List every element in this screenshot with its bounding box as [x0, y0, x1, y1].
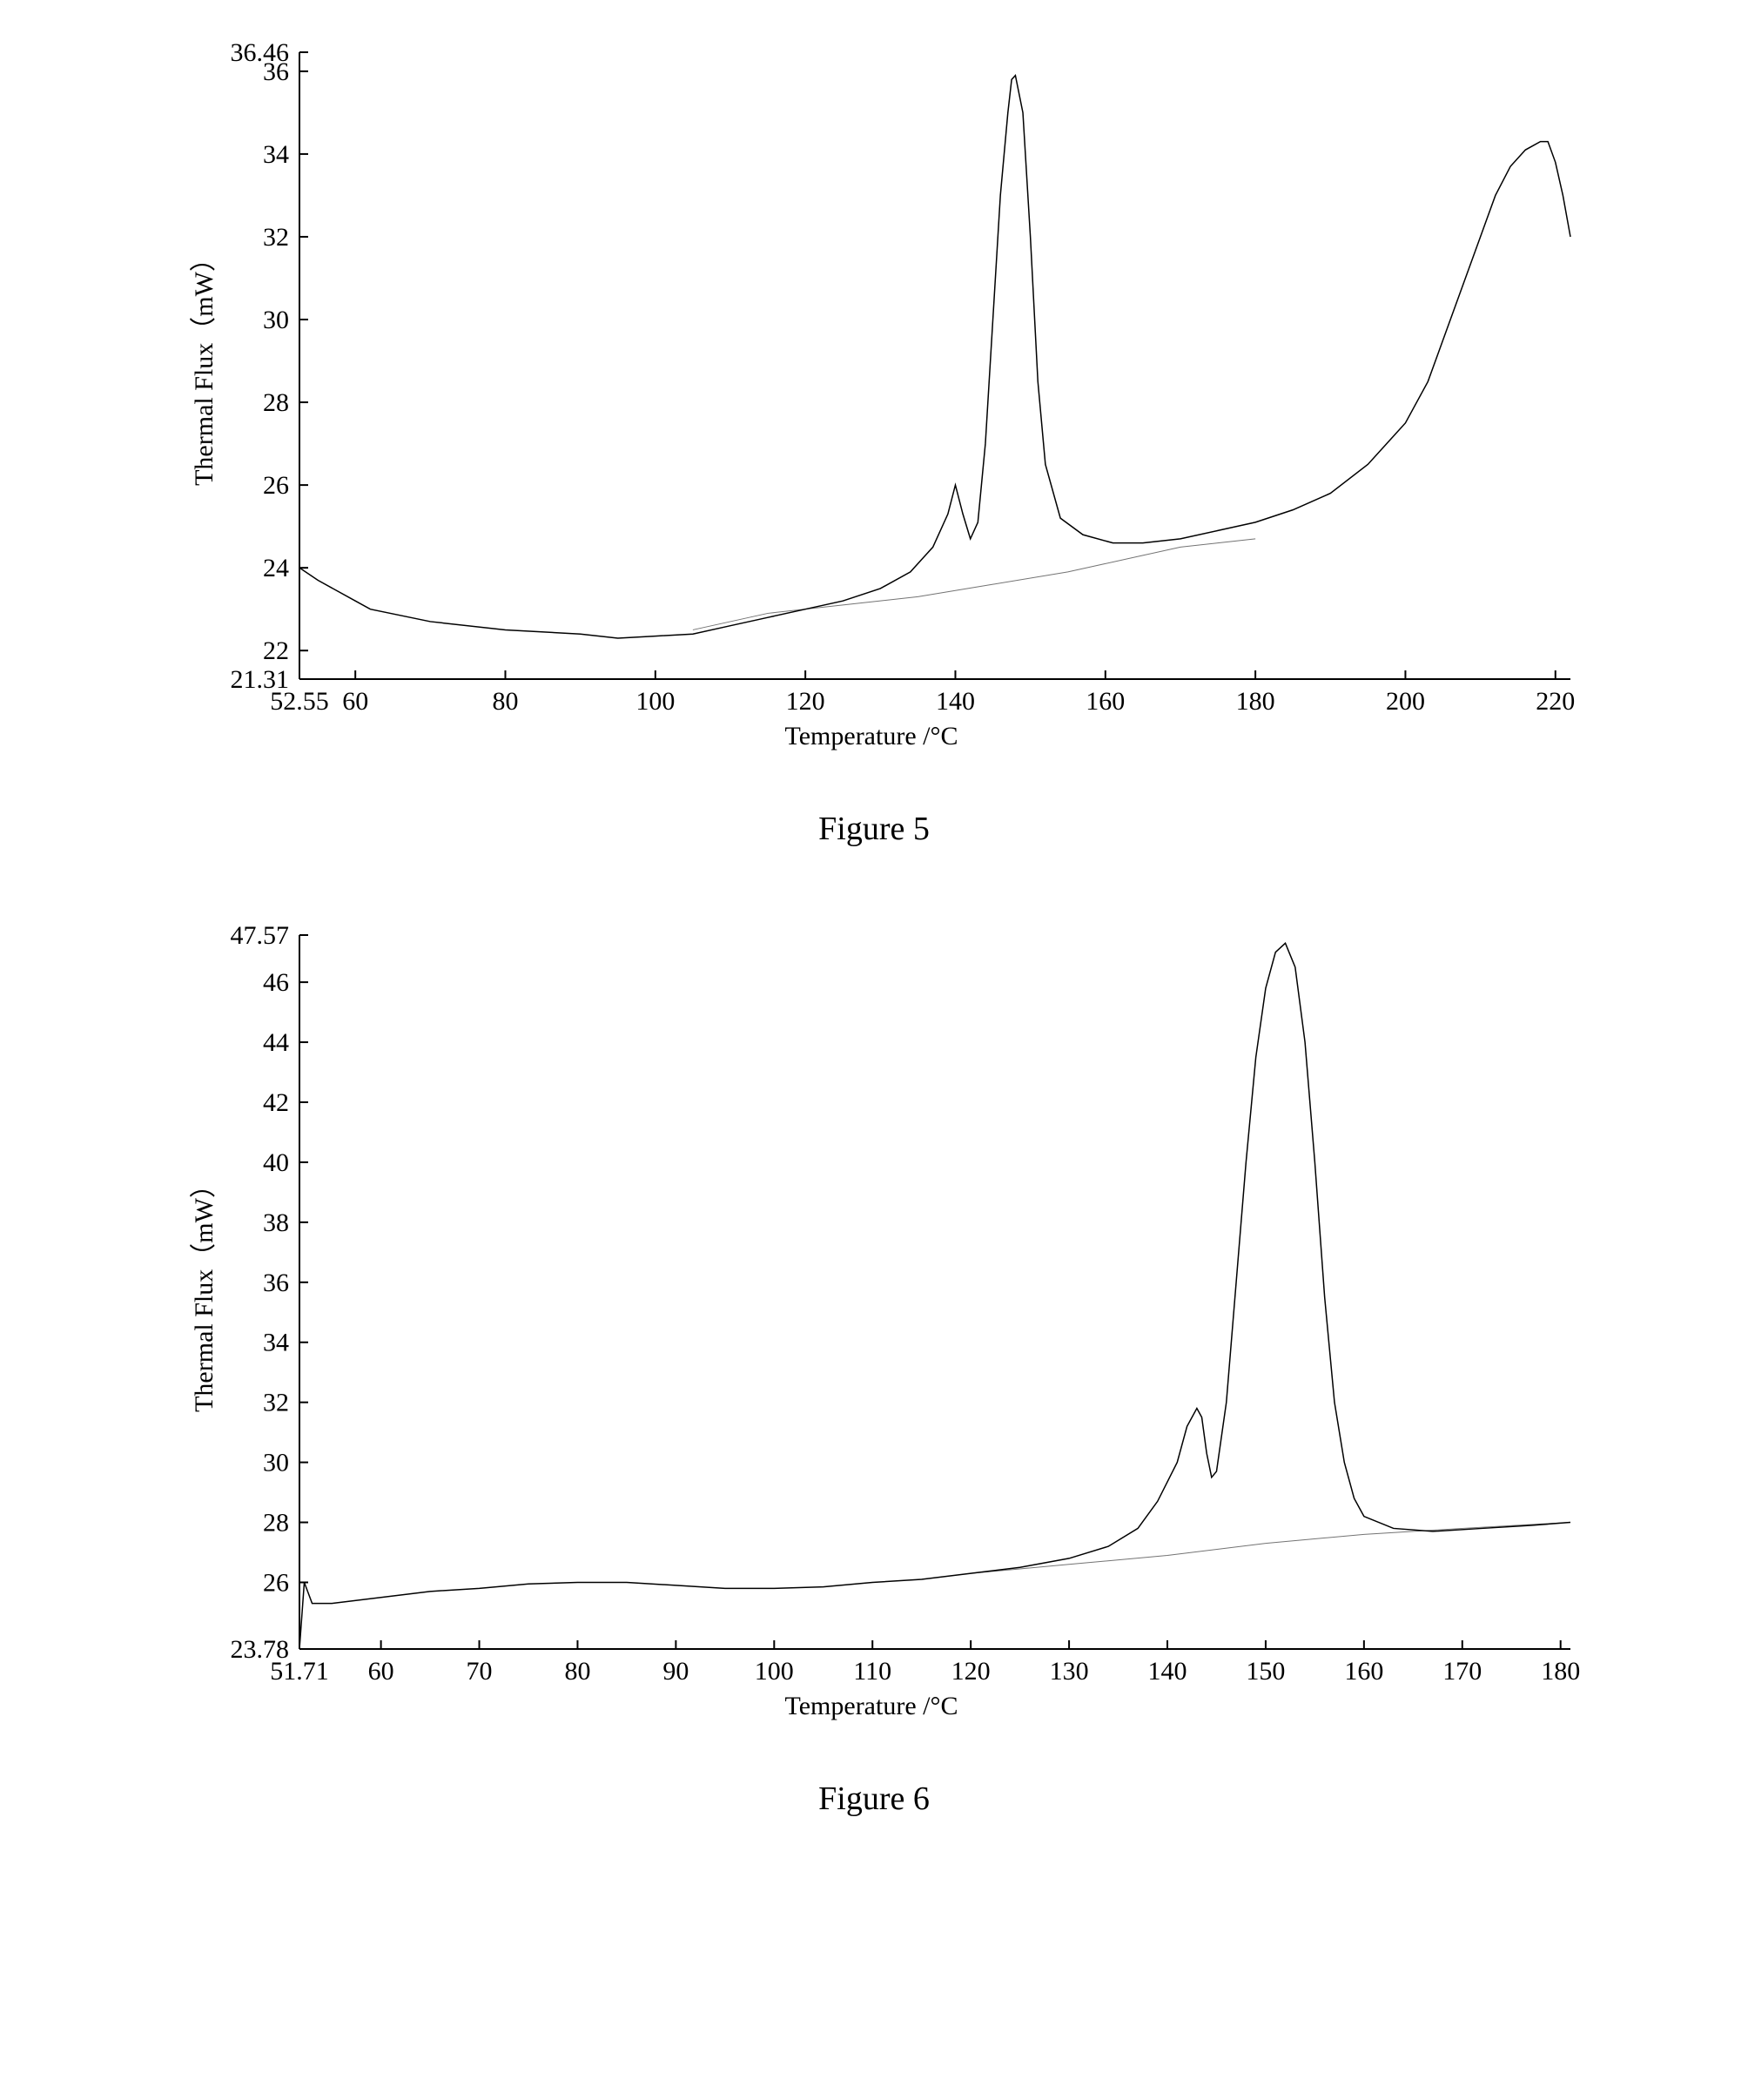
x-axis-label: Temperature /°C: [785, 722, 958, 750]
y-tick-label: 38: [263, 1208, 289, 1237]
y-axis-label: Thermal Flux（mW）: [190, 1172, 218, 1412]
x-tick-label: 180: [1541, 1657, 1580, 1686]
y-tick-label: 32: [263, 1389, 289, 1417]
x-tick-label: 52.55: [270, 687, 329, 716]
baseline-curve: [971, 1523, 1570, 1574]
x-tick-label: 150: [1246, 1657, 1285, 1686]
x-tick-label: 60: [368, 1657, 394, 1686]
figure6-container: 23.78262830323436384042444647.5751.71607…: [143, 918, 1605, 1818]
x-tick-label: 80: [493, 687, 519, 716]
x-tick-label: 60: [342, 687, 368, 716]
y-tick-label: 30: [263, 1449, 289, 1477]
y-tick-label: 47.57: [231, 921, 290, 950]
x-tick-label: 120: [951, 1657, 991, 1686]
figure5-caption: Figure 5: [143, 810, 1605, 848]
y-tick-label: 42: [263, 1088, 289, 1117]
figure6-chart: 23.78262830323436384042444647.5751.71607…: [143, 918, 1605, 1736]
x-tick-label: 100: [755, 1657, 794, 1686]
y-tick-label: 34: [263, 1329, 289, 1357]
y-tick-label: 44: [263, 1028, 289, 1057]
y-tick-label: 30: [263, 306, 289, 334]
y-tick-label: 26: [263, 1568, 289, 1597]
x-tick-label: 130: [1050, 1657, 1089, 1686]
y-tick-label: 36: [263, 1269, 289, 1297]
x-tick-label: 200: [1386, 687, 1425, 716]
y-tick-label: 28: [263, 388, 289, 417]
y-tick-label: 36.46: [231, 38, 290, 67]
y-tick-label: 24: [263, 554, 289, 582]
y-tick-label: 32: [263, 223, 289, 252]
y-tick-label: 34: [263, 140, 289, 169]
thermal-curve: [299, 76, 1570, 638]
figure6-caption: Figure 6: [143, 1780, 1605, 1818]
x-tick-label: 220: [1536, 687, 1575, 716]
x-tick-label: 140: [1148, 1657, 1187, 1686]
y-tick-label: 46: [263, 968, 289, 997]
x-tick-label: 90: [662, 1657, 689, 1686]
figure5-chart: 21.31222426283032343636.4652.55608010012…: [143, 35, 1605, 766]
x-tick-label: 160: [1086, 687, 1125, 716]
x-tick-label: 160: [1344, 1657, 1383, 1686]
baseline-curve: [693, 539, 1255, 630]
y-tick-label: 40: [263, 1148, 289, 1177]
x-tick-label: 100: [635, 687, 675, 716]
x-tick-label: 180: [1236, 687, 1275, 716]
x-tick-label: 70: [467, 1657, 493, 1686]
thermal-curve: [299, 943, 1570, 1649]
x-tick-label: 110: [853, 1657, 891, 1686]
y-tick-label: 28: [263, 1509, 289, 1538]
x-tick-label: 140: [936, 687, 975, 716]
y-axis-label: Thermal Flux（mW）: [190, 246, 218, 486]
y-tick-label: 22: [263, 636, 289, 665]
x-axis-label: Temperature /°C: [785, 1692, 958, 1720]
y-tick-label: 26: [263, 471, 289, 500]
x-tick-label: 80: [564, 1657, 590, 1686]
x-tick-label: 170: [1442, 1657, 1482, 1686]
x-tick-label: 120: [786, 687, 825, 716]
figure5-container: 21.31222426283032343636.4652.55608010012…: [143, 35, 1605, 848]
x-tick-label: 51.71: [270, 1657, 329, 1686]
